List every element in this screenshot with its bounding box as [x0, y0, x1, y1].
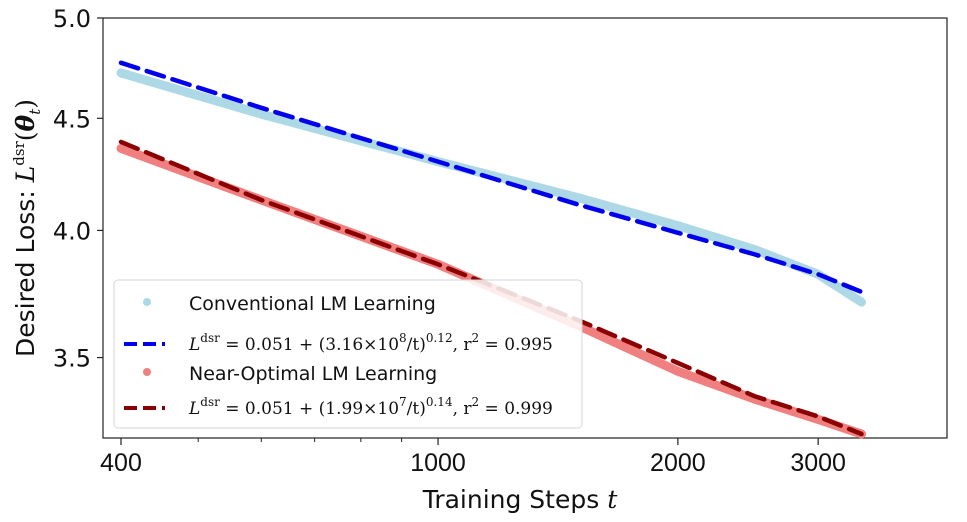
legend-label-near-optimal: Near-Optimal LM Learning	[189, 363, 437, 385]
y-tick-label: 4.5	[53, 105, 91, 133]
series-line-2	[116, 143, 866, 439]
x-tick-label: 1000	[410, 449, 466, 477]
series-line-3	[118, 139, 864, 437]
legend-marker-near-optimal	[143, 368, 151, 376]
y-tick-label: 5.0	[53, 5, 91, 33]
legend: Conventional LM Learning Ldsr = 0.051 + …	[113, 279, 583, 429]
y-tick-label: 4.0	[53, 217, 91, 245]
x-axis-label: Training Steps t	[422, 485, 619, 514]
series-layer	[116, 60, 866, 439]
y-axis: 3.5 4.0 4.5 5.0	[53, 5, 103, 373]
legend-label-conventional-fit: Ldsr = 0.051 + (3.16×108/t)0.12, r2 = 0.…	[188, 331, 553, 355]
y-axis-label: Desired Loss: Ldsr(θt)	[10, 99, 44, 357]
plot-frame	[102, 17, 948, 439]
x-tick-label: 400	[100, 449, 142, 477]
x-axis: 400 1000 2000 3000	[100, 438, 846, 477]
legend-marker-conventional	[143, 298, 151, 306]
legend-label-conventional: Conventional LM Learning	[189, 293, 436, 315]
legend-label-near-optimal-fit: Ldsr = 0.051 + (1.99×107/t)0.14, r2 = 0.…	[188, 395, 553, 419]
legend-box	[113, 279, 583, 429]
series-line-1	[118, 60, 864, 295]
x-tick-label: 3000	[790, 449, 846, 477]
y-tick-label: 3.5	[53, 345, 91, 373]
x-tick-label: 2000	[650, 449, 706, 477]
